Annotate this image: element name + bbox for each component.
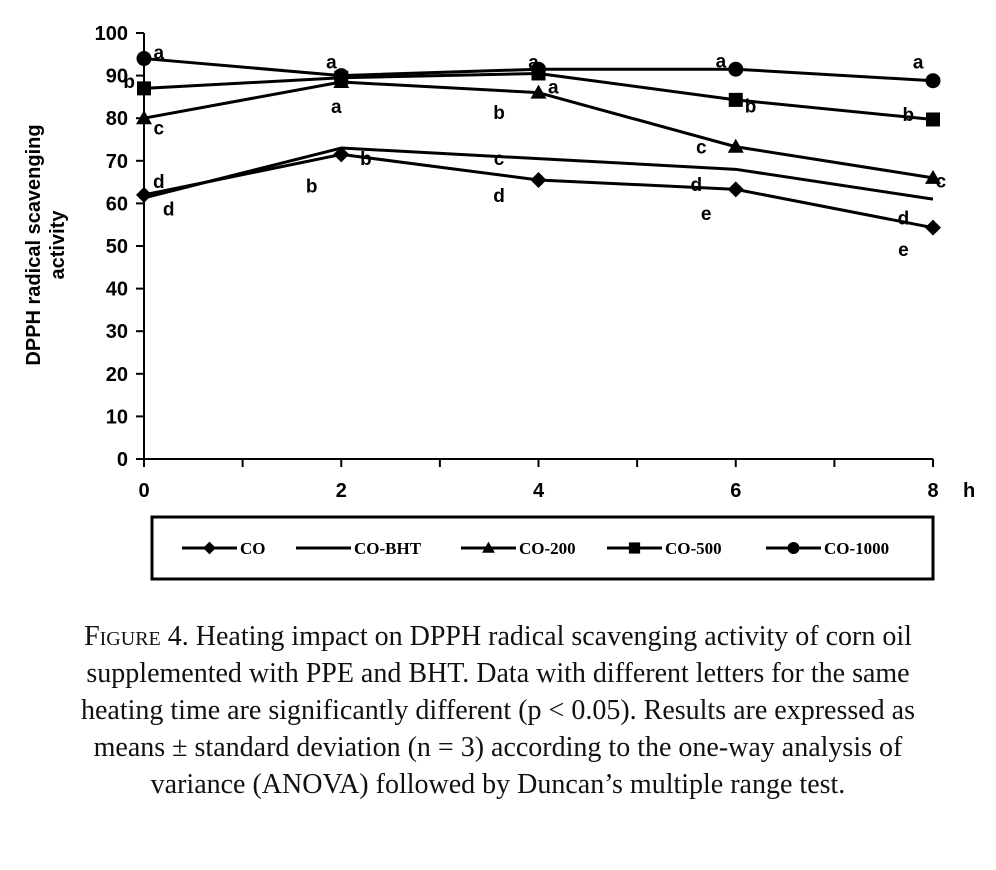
x-tick-label: 2 <box>336 480 347 502</box>
data-point-co <box>530 171 547 188</box>
figure-caption: Figure 4. Heating impact on DPPH radical… <box>60 618 936 803</box>
significance-letter: b <box>493 103 505 124</box>
significance-letter: b <box>123 72 135 93</box>
series-co-bht <box>143 146 934 201</box>
data-point-co-1000 <box>728 61 744 77</box>
significance-letter: a <box>154 43 165 64</box>
significance-letter: a <box>716 51 727 72</box>
significance-letter: d <box>898 208 910 229</box>
significance-letter: a <box>548 78 559 99</box>
y-axis-title-line2: activity <box>47 210 69 280</box>
legend-label-co-1000: CO-1000 <box>824 539 889 558</box>
legend-marker-co-1000 <box>787 542 800 554</box>
data-point-co-200 <box>530 84 547 99</box>
series-line-co-bht <box>143 146 934 201</box>
legend-label-co-200: CO-200 <box>519 539 576 558</box>
significance-letter: c <box>696 138 707 159</box>
legend-label-co-500: CO-500 <box>665 539 722 558</box>
y-tick-label: 60 <box>106 193 128 215</box>
significance-letter: e <box>898 240 909 261</box>
significance-letter: d <box>163 200 175 221</box>
x-axis-title: h <box>963 480 975 502</box>
data-point-co <box>727 181 744 198</box>
y-tick-label: 80 <box>106 108 128 130</box>
data-point-co-1000 <box>333 68 349 84</box>
series-co-1000 <box>136 51 941 89</box>
data-point-co-200 <box>136 110 152 125</box>
significance-letter: d <box>493 186 505 207</box>
legend-label-co-bht: CO-BHT <box>354 539 422 558</box>
significance-letter: d <box>690 175 702 196</box>
significance-letter: b <box>903 105 915 126</box>
figure-label: Figure 4. <box>84 621 189 652</box>
series-line-co <box>143 152 934 230</box>
significance-letter: e <box>701 204 712 225</box>
y-tick-label: 10 <box>106 406 128 428</box>
significance-letter: a <box>913 53 924 74</box>
legend-item-co-200: CO-200 <box>461 539 576 558</box>
y-tick-label: 40 <box>106 279 128 301</box>
data-point-co-500 <box>926 112 940 127</box>
y-tick-label: 20 <box>106 364 128 386</box>
series-layer <box>136 51 941 236</box>
data-point-co <box>925 219 941 236</box>
y-tick-label: 0 <box>117 449 128 471</box>
data-point-co-500 <box>728 92 743 107</box>
significance-letter: c <box>936 171 947 192</box>
significance-letter: c <box>494 149 505 170</box>
caption-text: Heating impact on DPPH radical scavengin… <box>80 621 915 800</box>
significance-letter: a <box>528 53 539 74</box>
data-point-co-200 <box>925 169 941 184</box>
significance-letter: d <box>153 172 165 193</box>
data-point-co-1000 <box>531 61 546 77</box>
legend-marker-co-200 <box>482 541 495 553</box>
axes: 0 10 20 30 40 50 60 70 80 90 100 0 2 4 6 8 <box>95 23 939 502</box>
legend-marker-co-500 <box>628 542 641 554</box>
y-tick-label: 50 <box>106 236 128 258</box>
legend-item-co-bht: CO-BHT <box>296 539 422 558</box>
legend-item-co-500: CO-500 <box>607 539 722 558</box>
y-tick-label: 70 <box>106 151 128 173</box>
data-point-co-500 <box>137 81 151 96</box>
legend-item-co: CO <box>182 539 266 558</box>
x-tick-label: 0 <box>138 480 149 502</box>
x-tick-label: 8 <box>927 480 938 502</box>
significance-letter: b <box>360 149 372 170</box>
significance-letter: a <box>326 53 337 74</box>
legend-marker-co <box>203 541 216 555</box>
legend-item-co-1000: CO-1000 <box>766 539 889 558</box>
legend-label-co: CO <box>240 539 266 558</box>
legend-box <box>150 515 935 581</box>
data-point-co-1000 <box>136 51 152 67</box>
significance-letter: b <box>745 96 757 117</box>
data-point-co <box>136 186 152 203</box>
significance-letter: c <box>154 119 165 140</box>
x-tick-label: 6 <box>730 480 741 502</box>
y-tick-label: 90 <box>106 66 128 88</box>
x-tick-label: 4 <box>533 480 545 502</box>
series-co <box>136 146 941 236</box>
y-tick-label: 100 <box>95 23 128 45</box>
significance-letter: b <box>306 177 318 198</box>
data-point-co-1000 <box>925 73 941 89</box>
data-point-co-200 <box>727 138 744 153</box>
y-tick-label: 30 <box>106 321 128 343</box>
significance-letter: a <box>331 97 342 118</box>
series-co-200 <box>136 73 941 184</box>
significance-letter: a <box>139 46 150 67</box>
legend: CO CO-BHT CO-200 CO-500 CO-1000 <box>150 515 935 581</box>
y-axis-title-line1: DPPH radical scavenging <box>23 124 45 365</box>
